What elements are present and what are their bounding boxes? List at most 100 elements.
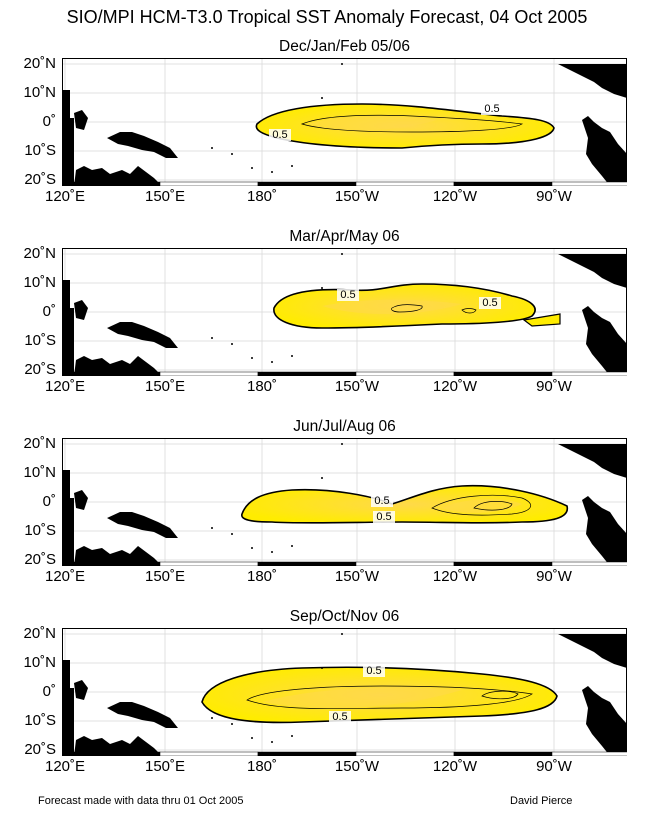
land-island: [271, 551, 273, 553]
sst-anomaly-map: 0.5 0.5: [62, 248, 627, 376]
longitude-tick-label: 90˚W: [536, 188, 572, 205]
longitude-tick-label: 120˚W: [432, 188, 478, 205]
longitude-tick-label: 90˚W: [536, 378, 572, 395]
latitude-tick-label: 20˚S: [24, 171, 56, 188]
panel-title: Jun/Jul/Aug 06: [293, 418, 396, 435]
contour-label: 0.5: [374, 495, 389, 507]
anomaly-contour: [461, 308, 477, 314]
land-west-edge: [70, 688, 74, 756]
map-scale-bar: [159, 371, 259, 376]
latitude-tick-label: 20˚N: [23, 435, 56, 452]
contour-label: 0.5: [484, 103, 499, 115]
latitude-tick-label: 20˚S: [24, 741, 56, 758]
land-island: [291, 545, 293, 547]
land-australia: [74, 546, 162, 566]
map-scale-bar: [62, 371, 161, 376]
footer-author: David Pierce: [510, 795, 573, 807]
map-scale-bar: [159, 561, 259, 566]
longitude-tick-label: 120˚E: [44, 758, 86, 775]
map-scale-bar: [355, 181, 455, 186]
longitude-tick-label: 150˚W: [334, 568, 380, 585]
map-scale-bar: [257, 561, 357, 566]
land-west-edge: [62, 470, 70, 566]
land-island: [251, 547, 253, 549]
land-island: [211, 147, 213, 149]
land-south-america: [582, 496, 627, 566]
land-borneo: [74, 110, 88, 130]
map-scale-bar: [257, 181, 357, 186]
latitude-tick-label: 20˚N: [23, 245, 56, 262]
land-island: [211, 337, 213, 339]
longitude-tick-label: 120˚W: [432, 378, 478, 395]
land-new-guinea: [107, 512, 178, 538]
latitude-tick-label: 10˚N: [23, 654, 56, 671]
map-scale-bar: [453, 751, 553, 756]
land-west-edge: [62, 660, 70, 756]
land-island: [341, 633, 343, 635]
longitude-tick-label: 150˚W: [334, 758, 380, 775]
longitude-tick-label: 150˚W: [334, 188, 380, 205]
map-scale-bar: [453, 371, 553, 376]
latitude-tick-label: 0˚: [42, 493, 56, 510]
map-scale-bar: [551, 371, 627, 376]
latitude-tick-label: 10˚S: [24, 332, 56, 349]
longitude-tick-label: 120˚W: [432, 568, 478, 585]
map-scale-bar: [159, 181, 259, 186]
land-island: [251, 357, 253, 359]
longitude-tick-label: 120˚E: [44, 378, 86, 395]
map-scale-bar: [62, 751, 161, 756]
map-scale-bar: [551, 561, 627, 566]
latitude-tick-label: 10˚N: [23, 84, 56, 101]
latitude-tick-label: 20˚N: [23, 55, 56, 72]
land-island: [321, 667, 323, 669]
contour-label: 0.5: [482, 297, 497, 309]
anomaly-core: [262, 687, 462, 709]
latitude-tick-label: 10˚S: [24, 522, 56, 539]
land-central-america: [558, 254, 627, 288]
longitude-tick-label: 150˚E: [144, 378, 186, 395]
land-island: [251, 737, 253, 739]
contour-label-bg: [337, 289, 359, 301]
land-west-edge: [62, 280, 70, 376]
land-borneo: [74, 490, 88, 510]
map-scale-bar: [159, 751, 259, 756]
map-scale-bar: [355, 561, 455, 566]
contour-label: 0.5: [340, 289, 355, 301]
map-scale-bar: [62, 561, 161, 566]
land-australia: [74, 356, 162, 376]
map-scale-bar: [453, 181, 553, 186]
land-island: [341, 443, 343, 445]
anomaly-contour: [481, 690, 519, 700]
contour-label-bg: [269, 129, 291, 141]
contour-label-bg: [373, 511, 395, 523]
contour-label: 0.5: [376, 511, 391, 523]
land-west-edge: [70, 308, 74, 376]
panel-title: Sep/Oct/Nov 06: [289, 608, 400, 625]
map-scale-bar: [355, 751, 455, 756]
map-scale-bar: [257, 371, 357, 376]
latitude-tick-label: 0˚: [42, 113, 56, 130]
longitude-tick-label: 180˚: [246, 758, 278, 775]
anomaly-region: [522, 313, 561, 327]
map-scale-bar: [355, 371, 455, 376]
map-scale-bar: [453, 561, 553, 566]
latitude-tick-label: 20˚N: [23, 625, 56, 642]
sst-anomaly-map: 0.50.5: [62, 438, 627, 566]
land-west-edge: [62, 90, 70, 186]
land-west-edge: [70, 118, 74, 186]
land-central-america: [558, 64, 627, 98]
land-west-edge: [70, 498, 74, 566]
land-island: [211, 527, 213, 529]
land-island: [251, 167, 253, 169]
land-island: [321, 477, 323, 479]
land-island: [271, 171, 273, 173]
land-island: [321, 97, 323, 99]
latitude-tick-label: 0˚: [42, 303, 56, 320]
contour-label-bg: [371, 495, 393, 507]
longitude-tick-label: 150˚E: [144, 568, 186, 585]
land-new-guinea: [107, 132, 178, 158]
land-new-guinea: [107, 702, 178, 728]
contour-label: 0.5: [332, 711, 347, 723]
contour-label-bg: [479, 297, 501, 309]
anomaly-contour: [246, 685, 533, 709]
